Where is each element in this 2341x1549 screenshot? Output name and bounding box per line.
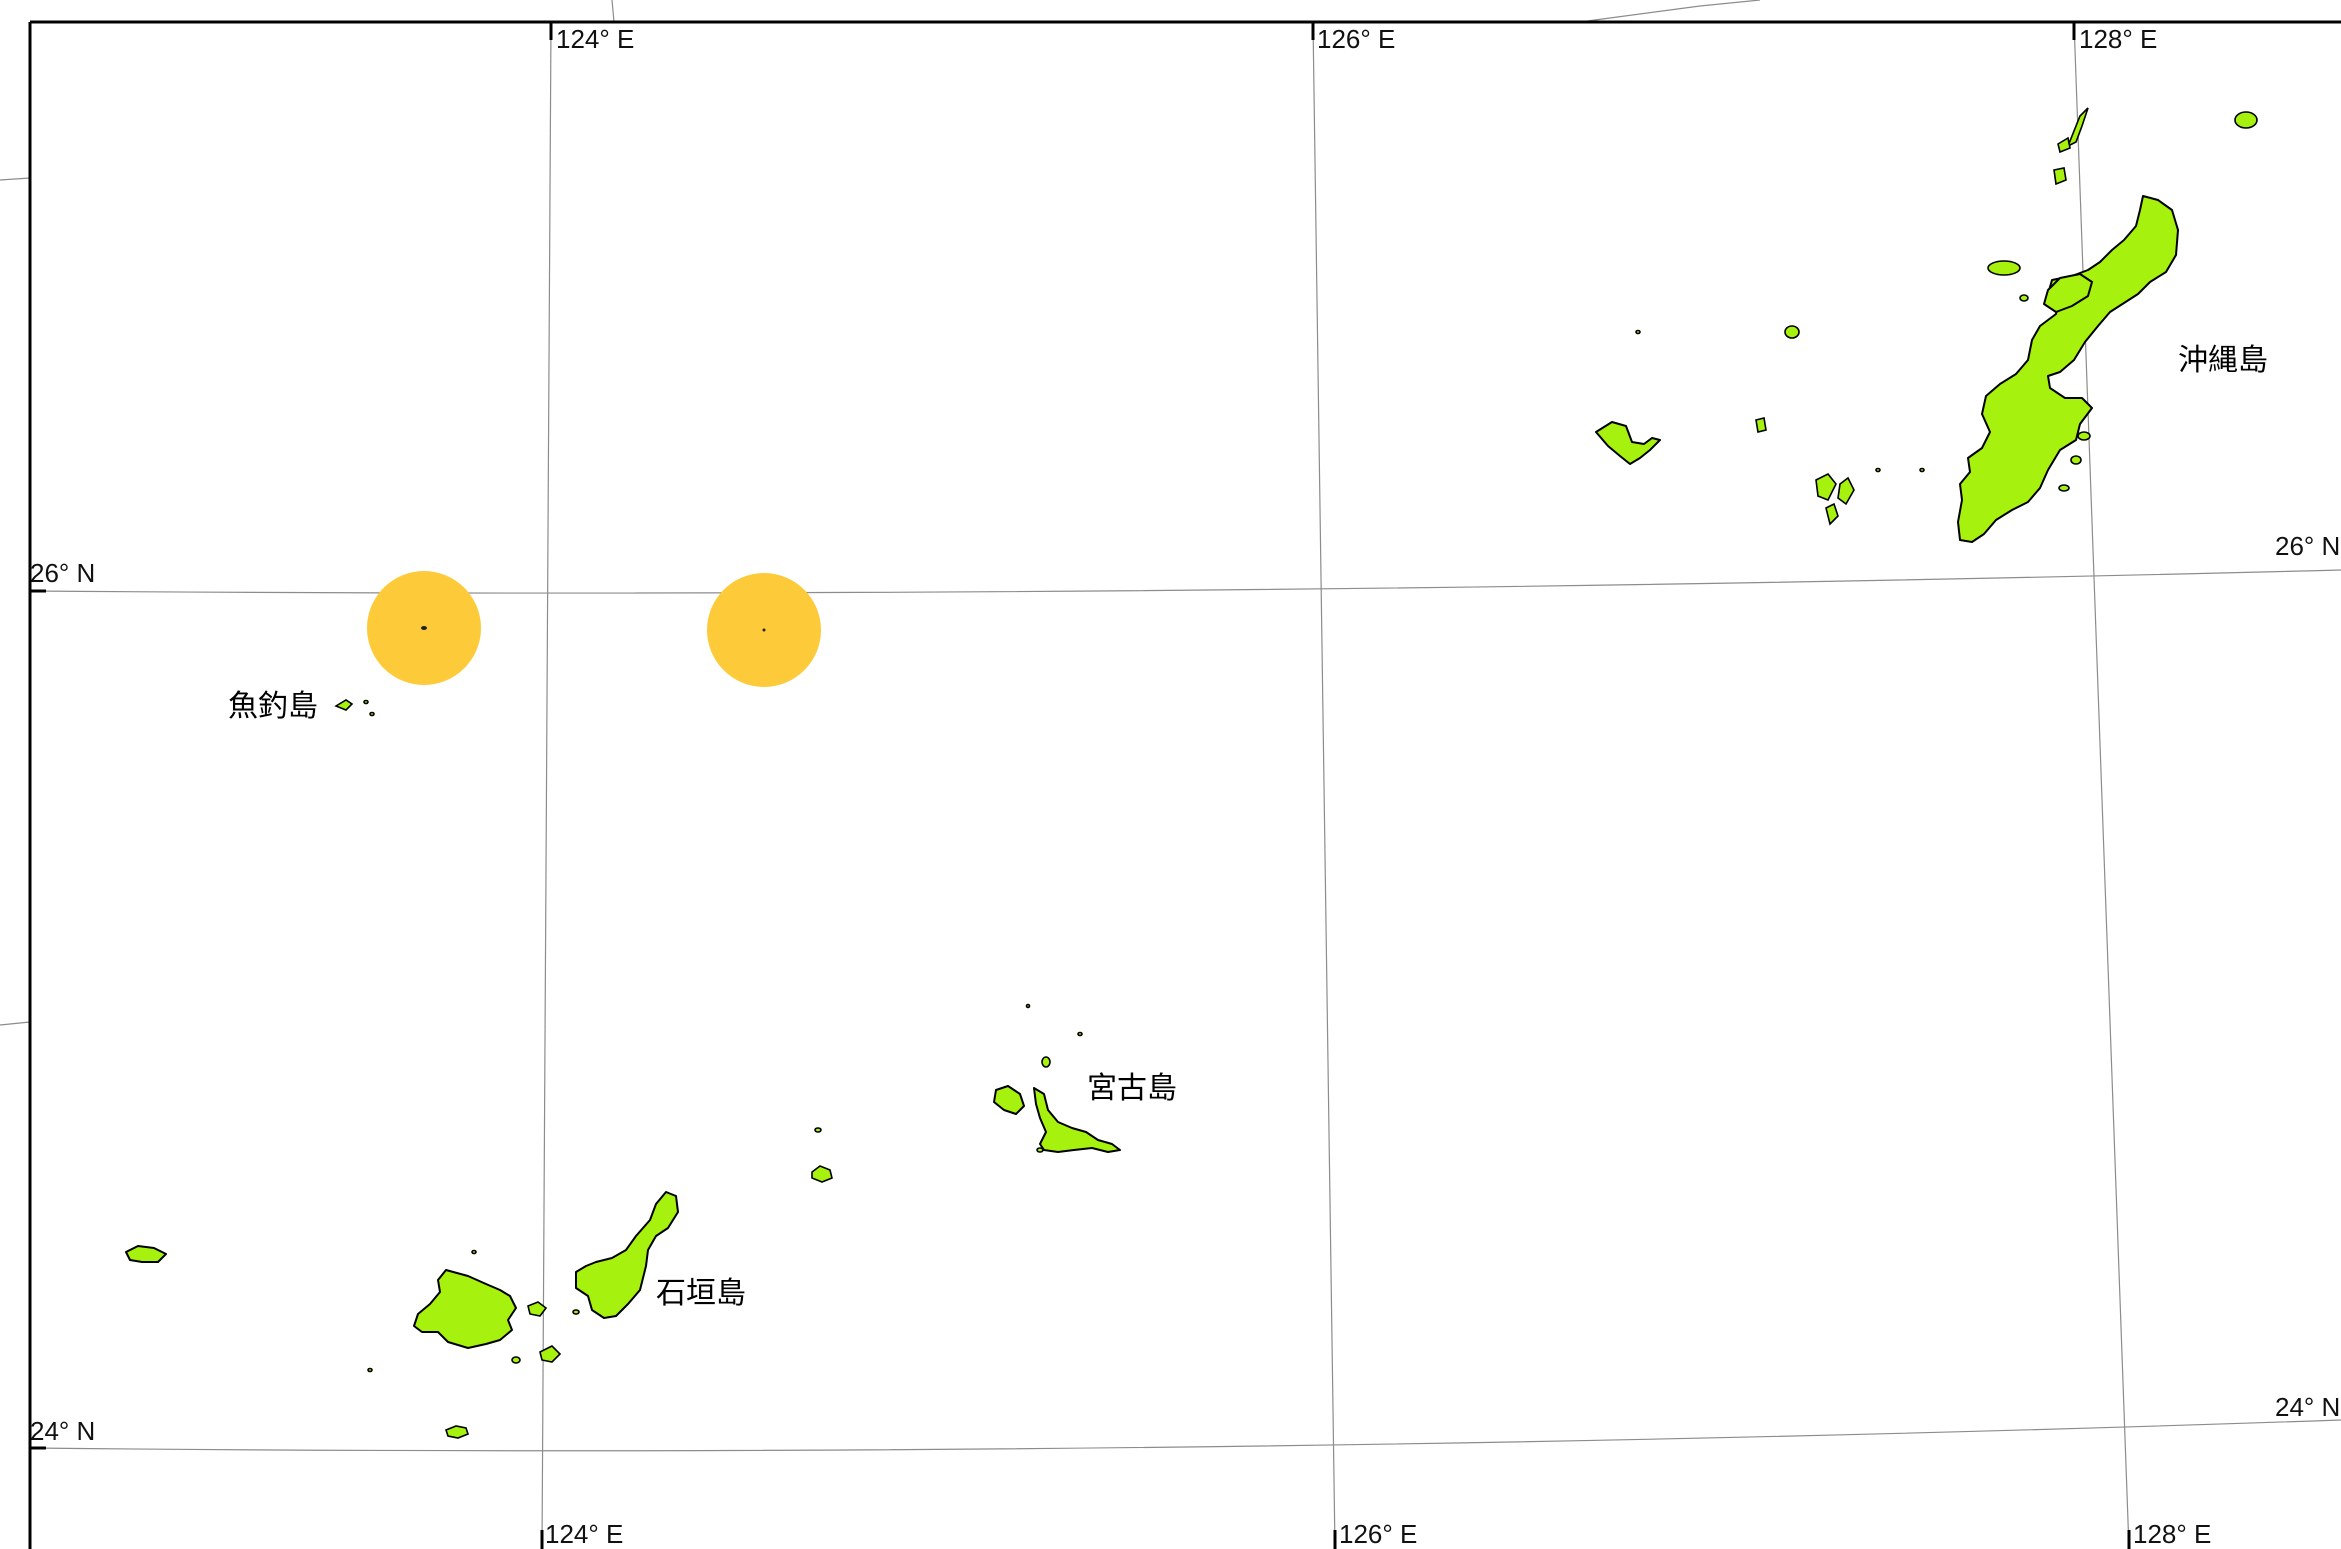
- islet-izena: [2057, 136, 2071, 154]
- marker-islet-east: [762, 628, 766, 632]
- islet-kerama-3: [1825, 502, 1839, 526]
- islet-kerama-2: [1837, 476, 1855, 506]
- islet-minamikojima: [369, 711, 375, 717]
- parallel-24: [29, 1419, 2341, 1452]
- islet-tarama: [811, 1165, 833, 1183]
- islet-kohama: [527, 1301, 548, 1317]
- label-okinawa: 沖縄島: [2178, 343, 2268, 378]
- lon-label-bottom-126: 126° E: [1339, 1519, 1417, 1549]
- islet-tiny-1: [1635, 329, 1641, 335]
- islet-iejima: [1987, 260, 2021, 276]
- lat-label-left-26: 26° N: [30, 558, 95, 588]
- lat-label-left-24: 24° N: [30, 1416, 95, 1446]
- islet-kitakojima: [363, 699, 369, 705]
- islet-sesoko: [2019, 294, 2029, 302]
- islet-hateruma: [445, 1425, 469, 1439]
- islet-iheya: [2066, 107, 2089, 148]
- islet-kurima: [1036, 1147, 1044, 1153]
- miyako-main-island: [1033, 1087, 1121, 1153]
- meridian-126: [1312, 21, 1336, 1549]
- islet-tiny-3: [1919, 467, 1925, 473]
- islet-tiny-2: [1875, 467, 1881, 473]
- map-frame: [28, 20, 2341, 1549]
- place-labels: 沖縄島 魚釣島 宮古島 石垣島: [228, 343, 2268, 1311]
- islet-aguni: [1784, 325, 1800, 339]
- motobu-peninsula: [2043, 273, 2093, 313]
- lat-label-right-26: 26° N: [2275, 531, 2340, 561]
- islet-yoron: [2234, 111, 2258, 129]
- lon-label-top-128: 128° E: [2079, 24, 2157, 54]
- meridian-124: [541, 21, 552, 1549]
- lon-label-top-126: 126° E: [1317, 24, 1395, 54]
- islet-tsuken: [2070, 455, 2082, 465]
- islet-tiny-miyako: [1025, 1003, 1031, 1009]
- islet-hamahiga: [2077, 431, 2091, 441]
- lat-label-right-24: 24° N: [2275, 1392, 2340, 1422]
- islet-yonaguni: [125, 1245, 167, 1263]
- islet-kudaka: [2058, 484, 2070, 492]
- islet-tiny-yaeyama: [367, 1367, 373, 1373]
- graticule: [29, 21, 2341, 1549]
- lon-label-top-124: 124° E: [556, 24, 634, 54]
- islet-minna: [814, 1127, 822, 1133]
- islet-uotsuri: [334, 699, 354, 711]
- islet-irabu: [993, 1085, 1025, 1115]
- senkaku-island-group: [334, 699, 375, 717]
- iriomote-island: [413, 1269, 517, 1349]
- lon-label-bottom-124: 124° E: [545, 1519, 623, 1549]
- islet-taketomi: [572, 1309, 580, 1315]
- islet-kerama-1: [1815, 472, 1837, 502]
- islet-tonaki: [1755, 417, 1767, 433]
- miyako-island-group: [811, 1003, 1121, 1183]
- ishigaki-main-island: [575, 1191, 679, 1319]
- islet-kuroshima: [539, 1345, 562, 1363]
- marker-islet-west: [421, 626, 427, 630]
- islet-iheya-south: [2053, 167, 2067, 186]
- label-ishigaki: 石垣島: [656, 1276, 746, 1311]
- lon-label-bottom-128: 128° E: [2133, 1519, 2211, 1549]
- graticule-labels: 124° E 126° E 128° E 124° E 126° E 128° …: [30, 24, 2340, 1549]
- label-miyako: 宮古島: [1087, 1071, 1177, 1106]
- okinawa-island-group: [1595, 107, 2258, 543]
- yaeyama-island-group: [125, 1191, 679, 1439]
- islet-ogami: [1077, 1031, 1083, 1037]
- highlight-markers: [367, 571, 821, 687]
- islet-ikema: [1041, 1056, 1051, 1068]
- label-uotsuri: 魚釣島: [228, 689, 318, 724]
- islet-kumejima: [1595, 421, 1661, 465]
- islet-aragusuku: [511, 1356, 521, 1364]
- islet-hatoma: [471, 1249, 477, 1255]
- outer-graticule: [0, 0, 1761, 1026]
